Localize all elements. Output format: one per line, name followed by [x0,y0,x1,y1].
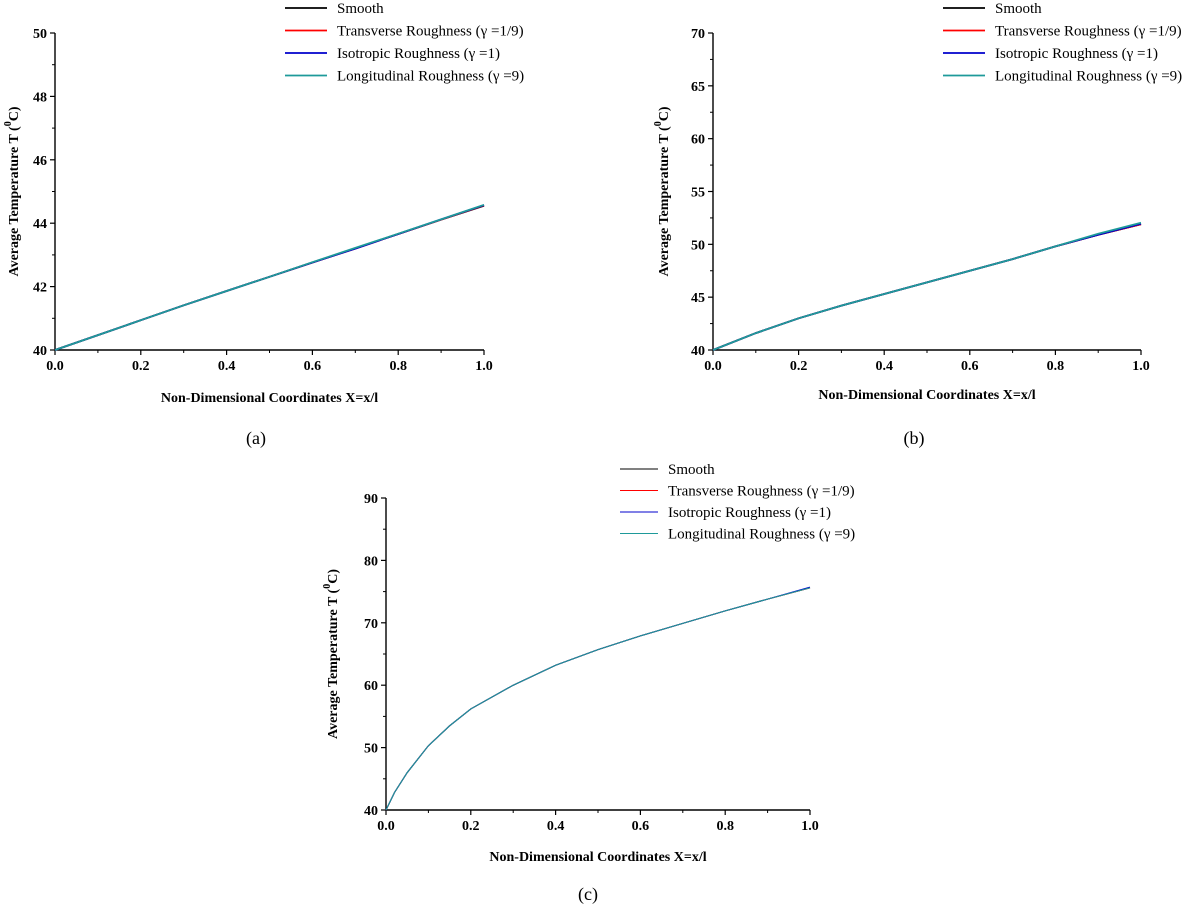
legend-entry: Longitudinal Roughness (γ =9) [668,527,855,543]
y-tick-label: 48 [33,90,47,105]
series-line-smooth [712,223,1142,351]
series-line-smooth [385,587,811,811]
x-tick-label: 0.2 [462,819,480,834]
y-tick-label: 90 [364,492,378,507]
x-tick-label: 0.2 [790,359,808,374]
panel-caption: (a) [246,428,266,449]
y-axis-title-unit: C) [657,106,672,121]
x-tick-label: 0.4 [547,819,565,834]
x-tick-label: 0.0 [377,819,395,834]
x-tick-label: 0.8 [389,359,407,374]
series-line-longitudinal [54,203,485,351]
panel-caption: (c) [578,884,598,905]
y-tick-label: 80 [364,554,378,569]
y-tick-label: 50 [691,238,705,253]
x-tick-label: 1.0 [475,359,493,374]
y-axis-title-unit: C) [7,106,22,121]
y-axis-title-superscript: 0 [3,121,14,126]
y-tick-label: 44 [33,217,47,232]
x-tick-label: 0.0 [704,359,722,374]
legend-entry: Longitudinal Roughness (γ =9) [337,69,524,85]
y-tick-label: 70 [364,617,378,632]
y-axis-title: Average Temperature T (0C) [653,106,672,276]
x-tick-label: 0.0 [46,359,64,374]
x-axis-title: Non-Dimensional Coordinates X=x/l [161,391,378,406]
y-tick-label: 40 [33,344,47,359]
y-tick-label: 46 [33,154,47,169]
legend-entry: Transverse Roughness (γ =1/9) [337,24,524,40]
y-axis-title-superscript: 0 [653,121,664,126]
chart-panel-c: 0.0 0.2 0.4 0.6 0.8 1.0 40 50 60 70 80 90 Non-Dimens… [322,462,855,905]
y-axis-title-main: Average Temperature T ( [326,588,341,739]
x-axis-title: Non-Dimensional Coordinates X=x/l [489,850,706,865]
chart-panel-a: 0.0 0.2 0.4 0.6 0.8 1.0 40 42 44 46 48 50 Non-Dimens… [3,1,524,449]
y-tick-label: 50 [33,27,47,42]
legend-entry: Isotropic Roughness (γ =1) [668,505,831,521]
y-tick-label: 70 [691,27,705,42]
y-axis-title-superscript: 0 [322,584,333,589]
y-tick-label: 42 [33,281,47,296]
legend-entry: Longitudinal Roughness (γ =9) [995,69,1182,85]
legend-entry: Isotropic Roughness (γ =1) [337,46,500,62]
y-tick-label: 40 [691,344,705,359]
series-line-isotropic [712,222,1142,351]
y-tick-label: 60 [364,679,378,694]
y-tick-label: 50 [364,742,378,757]
y-axis-title: Average Temperature T (0C) [3,106,22,276]
series-line-transverse [712,223,1142,351]
series-line-isotropic [385,586,811,811]
legend-entry: Transverse Roughness (γ =1/9) [995,24,1182,40]
legend-entry: Smooth [337,1,384,17]
x-tick-label: 0.6 [304,359,322,374]
x-tick-label: 0.8 [716,819,734,834]
y-axis-title: Average Temperature T (0C) [322,569,341,739]
x-tick-label: 0.2 [132,359,150,374]
legend-entry: Isotropic Roughness (γ =1) [995,46,1158,62]
x-tick-label: 0.4 [218,359,236,374]
y-axis-title-unit: C) [326,569,341,584]
x-tick-label: 0.6 [632,819,650,834]
x-tick-label: 0.8 [1047,359,1065,374]
x-tick-label: 0.6 [961,359,979,374]
x-axis-title: Non-Dimensional Coordinates X=x/l [818,388,1035,403]
panel-caption: (b) [904,428,925,449]
legend-entry: Transverse Roughness (γ =1/9) [668,484,855,500]
series-line-longitudinal [712,221,1142,351]
chart-panel-b: 0.0 0.2 0.4 0.6 0.8 1.0 40 45 50 55 60 65 70 Non-Dime… [653,1,1182,449]
y-tick-label: 60 [691,133,705,148]
y-tick-label: 45 [691,291,705,306]
y-axis-title-main: Average Temperature T ( [657,126,672,277]
series-line-transverse [385,587,811,811]
y-tick-label: 65 [691,80,705,95]
x-tick-label: 1.0 [1132,359,1150,374]
legend-entry: Smooth [995,1,1042,17]
y-tick-label: 55 [691,186,705,201]
x-tick-label: 1.0 [801,819,819,834]
y-axis-title-main: Average Temperature T ( [7,126,22,277]
series-line-longitudinal [385,587,811,811]
x-tick-label: 0.4 [875,359,893,374]
y-tick-label: 40 [364,804,378,819]
legend-entry: Smooth [668,462,715,478]
